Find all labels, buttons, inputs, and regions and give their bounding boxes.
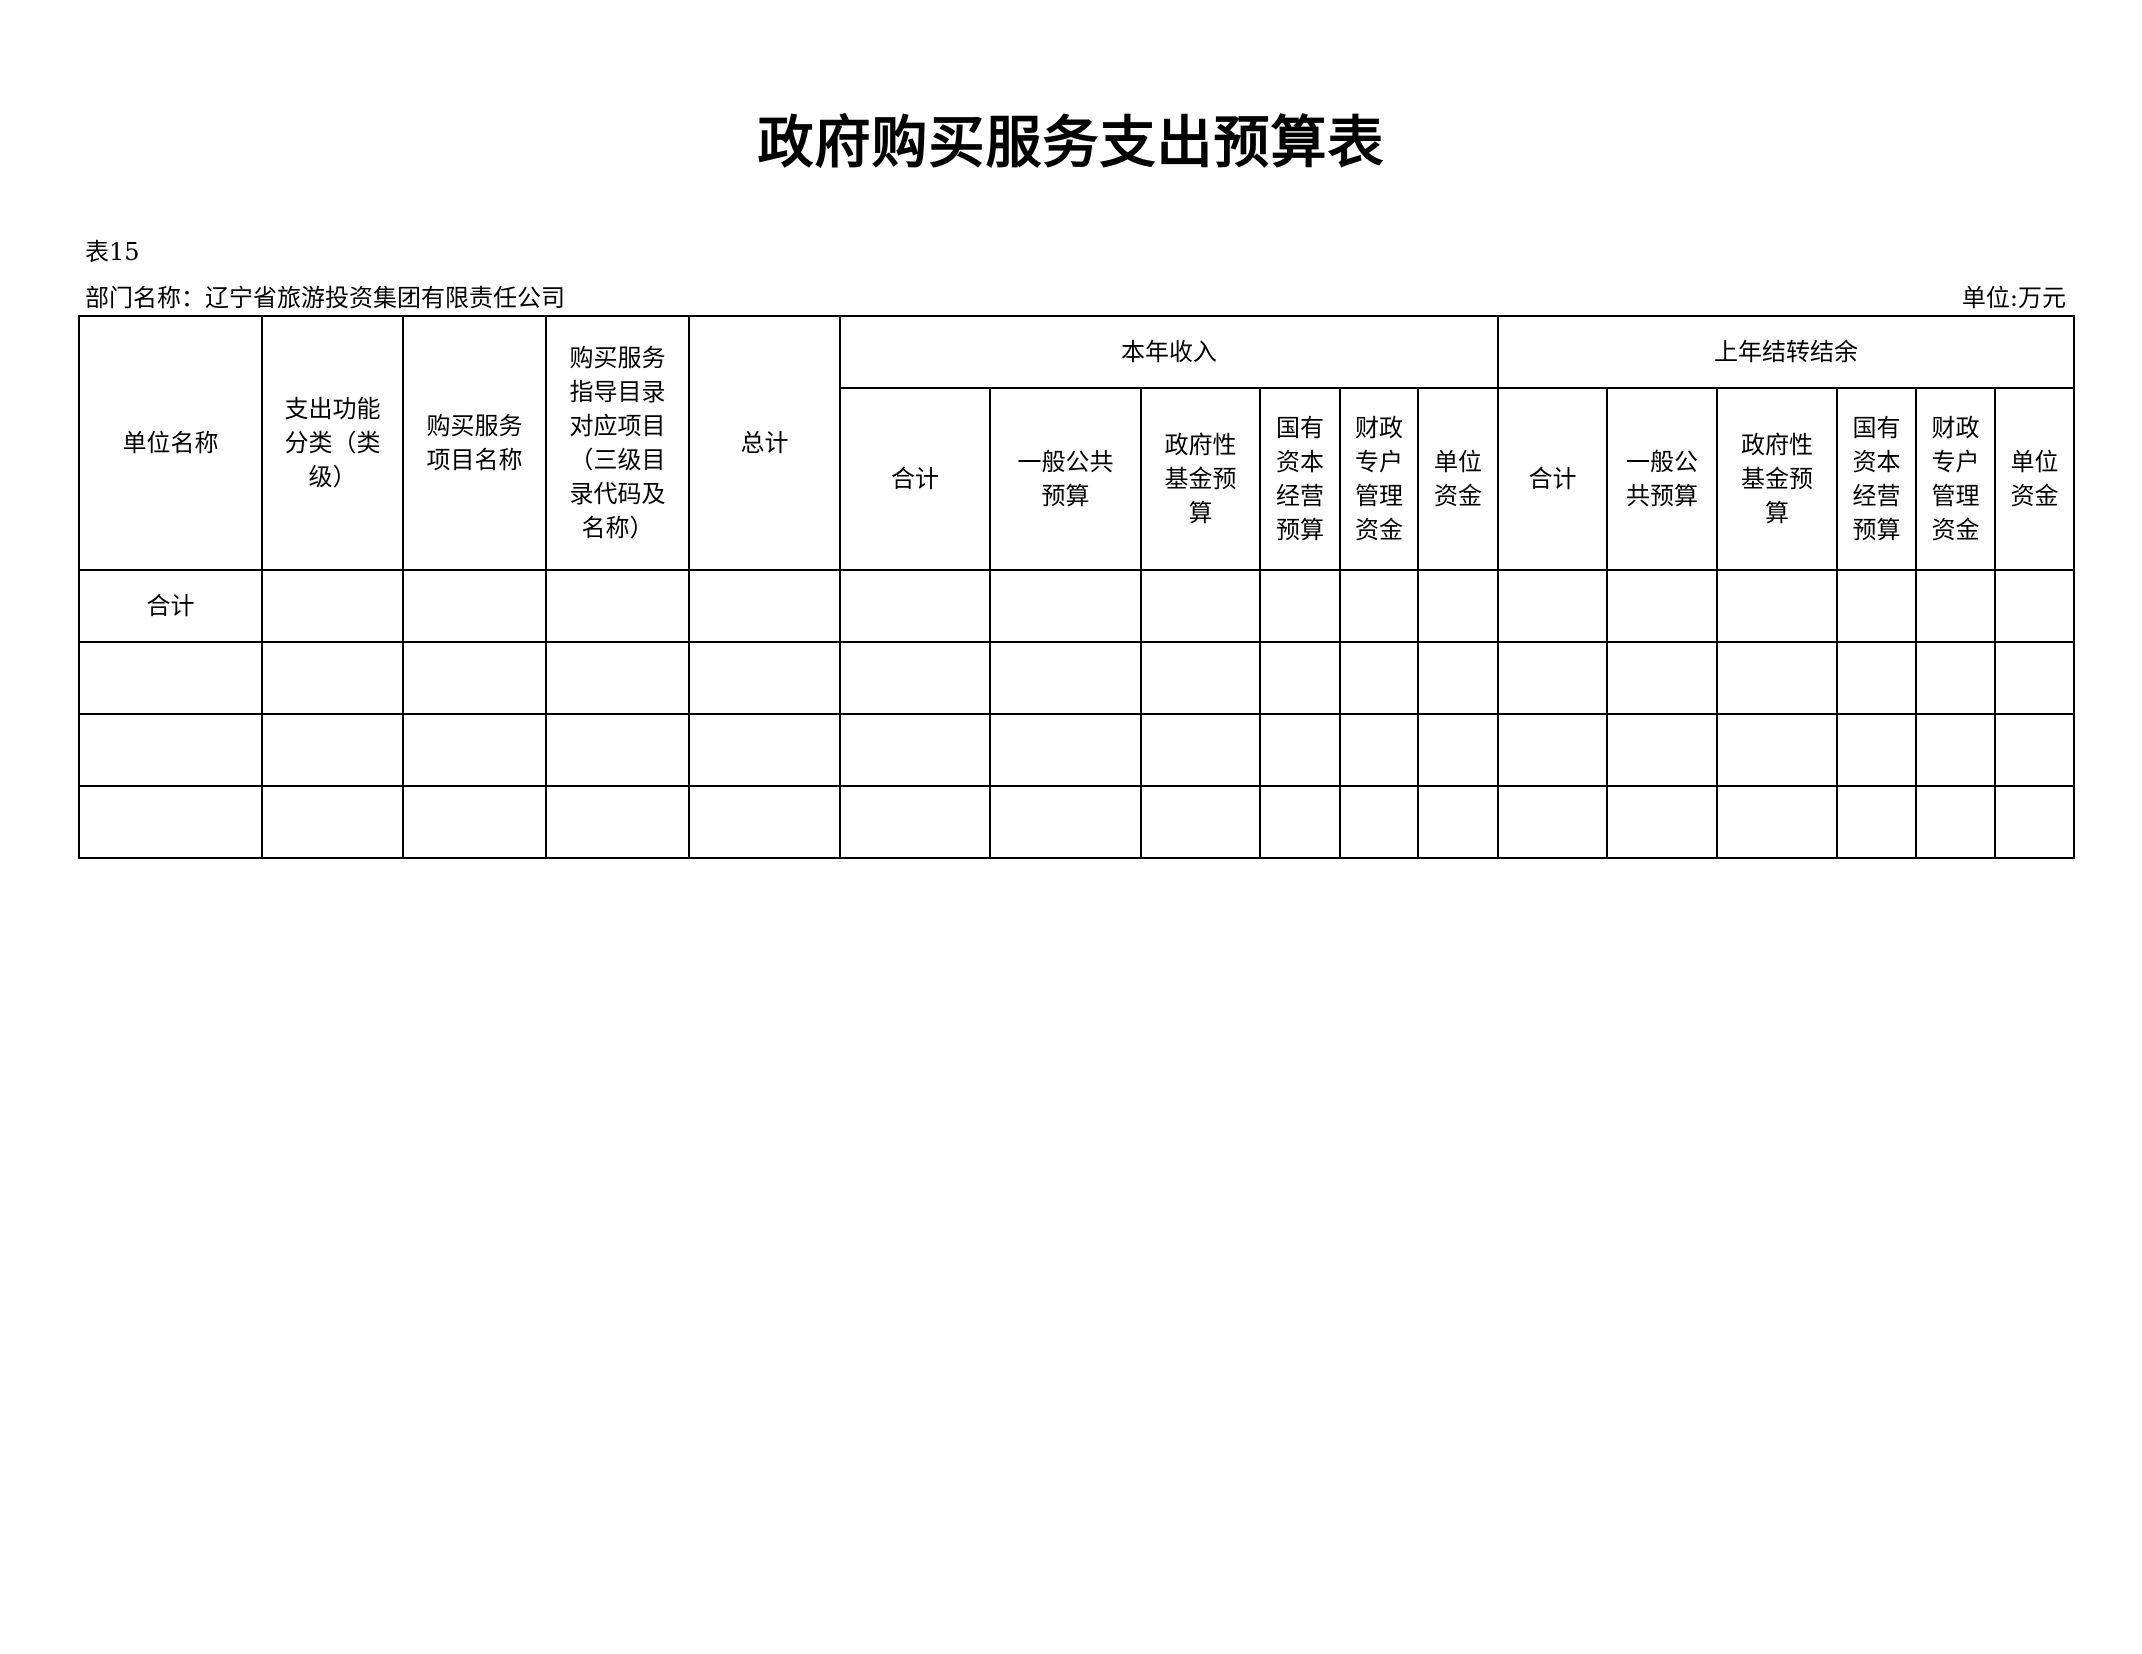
- data-cell: [545, 785, 690, 859]
- data-cell: [545, 569, 690, 643]
- data-cell: [1915, 713, 1996, 787]
- data-cell: [1259, 641, 1341, 715]
- data-cell: [688, 569, 841, 643]
- header-carry-general: 一般公 共预算: [1606, 387, 1718, 571]
- data-cell: [839, 785, 991, 859]
- data-cell: [1339, 785, 1419, 859]
- department-name: 部门名称：辽宁省旅游投资集团有限责任公司: [85, 284, 565, 312]
- data-cell: [1994, 641, 2075, 715]
- table-row: [78, 713, 2075, 787]
- data-cell: [402, 569, 547, 643]
- table-row: [78, 641, 2075, 715]
- table-row: [78, 785, 2075, 859]
- data-cell: [1497, 569, 1608, 643]
- budget-table: 单位名称 支出功能 分类（类 级） 购买服务 项目名称 购买服务 指导目录 对应…: [78, 315, 2075, 859]
- data-cell: [261, 569, 404, 643]
- data-cell: [1915, 785, 1996, 859]
- header-current-total: 合计: [839, 387, 991, 571]
- data-cell: [989, 641, 1142, 715]
- data-cell: [1140, 569, 1261, 643]
- header-carry-govfund: 政府性 基金预 算: [1716, 387, 1838, 571]
- data-cell: [1339, 641, 1419, 715]
- table-number: 表15: [85, 238, 140, 266]
- row-label-cell: 合计: [78, 569, 263, 643]
- header-carry-unitfund: 单位 资金: [1994, 387, 2075, 571]
- data-cell: [1140, 641, 1261, 715]
- data-cell: [1994, 785, 2075, 859]
- header-carry-special: 财政 专户 管理 资金: [1915, 387, 1996, 571]
- data-cell: [545, 713, 690, 787]
- header-unit-name: 单位名称: [78, 315, 263, 571]
- data-cell: [1606, 785, 1718, 859]
- header-current-statecapital: 国有 资本 经营 预算: [1259, 387, 1341, 571]
- header-current-year: 本年收入: [839, 315, 1499, 389]
- header-grand-total: 总计: [688, 315, 841, 571]
- data-cell: [1417, 569, 1499, 643]
- data-cell: [839, 713, 991, 787]
- data-cell: [688, 785, 841, 859]
- data-cell: [1497, 713, 1608, 787]
- page-title: 政府购买服务支出预算表: [757, 110, 1385, 176]
- data-cell: [1606, 641, 1718, 715]
- data-cell: [839, 569, 991, 643]
- data-cell: [1259, 785, 1341, 859]
- data-cell: [688, 641, 841, 715]
- data-cell: [1140, 785, 1261, 859]
- data-cell: [1915, 641, 1996, 715]
- data-cell: [839, 641, 991, 715]
- data-cell: [1417, 641, 1499, 715]
- data-cell: [1716, 641, 1838, 715]
- data-cell: [989, 785, 1142, 859]
- row-label-cell: [78, 641, 263, 715]
- data-cell: [1259, 569, 1341, 643]
- header-carryover: 上年结转结余: [1497, 315, 2075, 389]
- data-cell: [261, 713, 404, 787]
- data-cell: [1836, 641, 1917, 715]
- row-label-cell: [78, 713, 263, 787]
- header-project-name: 购买服务 项目名称: [402, 315, 547, 571]
- header-carry-total: 合计: [1497, 387, 1608, 571]
- header-current-special: 财政 专户 管理 资金: [1339, 387, 1419, 571]
- data-cell: [1497, 641, 1608, 715]
- data-cell: [1836, 713, 1917, 787]
- data-cell: [1836, 785, 1917, 859]
- row-label-cell: [78, 785, 263, 859]
- data-cell: [261, 641, 404, 715]
- data-cell: [1259, 713, 1341, 787]
- data-cell: [402, 785, 547, 859]
- data-cell: [1716, 569, 1838, 643]
- currency-unit: 单位:万元: [1961, 284, 2066, 312]
- header-function-class: 支出功能 分类（类 级）: [261, 315, 404, 571]
- data-cell: [1836, 569, 1917, 643]
- header-carry-statecapital: 国有 资本 经营 预算: [1836, 387, 1917, 571]
- data-cell: [1716, 785, 1838, 859]
- data-cell: [1606, 713, 1718, 787]
- data-cell: [1716, 713, 1838, 787]
- data-cell: [1417, 713, 1499, 787]
- data-cell: [261, 785, 404, 859]
- data-cell: [1994, 713, 2075, 787]
- data-cell: [1994, 569, 2075, 643]
- header-current-general: 一般公共 预算: [989, 387, 1142, 571]
- data-cell: [989, 569, 1142, 643]
- data-cell: [989, 713, 1142, 787]
- header-catalog: 购买服务 指导目录 对应项目 （三级目 录代码及 名称）: [545, 315, 690, 571]
- data-cell: [1497, 785, 1608, 859]
- data-cell: [688, 713, 841, 787]
- data-cell: [1915, 569, 1996, 643]
- data-cell: [545, 641, 690, 715]
- data-cell: [1140, 713, 1261, 787]
- data-cell: [402, 713, 547, 787]
- data-cell: [1339, 569, 1419, 643]
- data-cell: [402, 641, 547, 715]
- table-row: 合计: [78, 569, 2075, 643]
- header-row-1: 单位名称 支出功能 分类（类 级） 购买服务 项目名称 购买服务 指导目录 对应…: [78, 315, 2075, 571]
- data-cell: [1606, 569, 1718, 643]
- header-row-2: 合计 一般公共 预算 政府性 基金预 算 国有 资本 经营 预算 财政 专户 管…: [79, 387, 2075, 571]
- header-current-govfund: 政府性 基金预 算: [1140, 387, 1261, 571]
- data-cell: [1417, 785, 1499, 859]
- header-current-unitfund: 单位 资金: [1417, 387, 1499, 571]
- data-cell: [1339, 713, 1419, 787]
